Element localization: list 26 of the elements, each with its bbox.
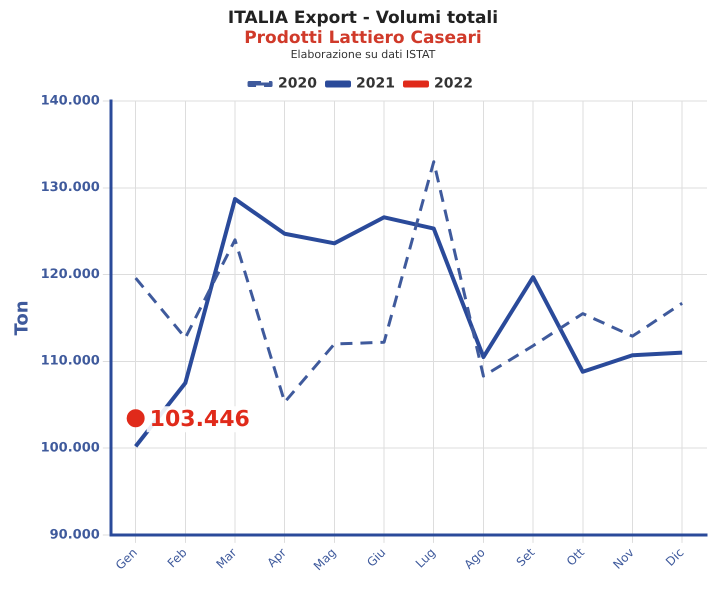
x-tick-label: Feb [164,545,190,570]
legend-label: 2022 [434,76,473,92]
x-tick-label: Gen [112,545,140,573]
y-tick-label: 130.000 [40,180,100,196]
y-tick-label: 140.000 [40,93,100,108]
y-tick-label: 90.000 [50,527,100,542]
x-tick-label: Dic [663,545,686,569]
legend-label: 2021 [356,76,395,92]
y-axis-title: Ton [11,300,32,336]
chart-subtitle: Prodotti Lattiero Caseari [243,28,483,48]
line-series [134,160,684,404]
x-tick-label: Set [514,545,538,570]
legend-label: 2020 [278,76,318,92]
y-tick-label: 120.000 [40,266,100,282]
y-tick-label: 110.000 [40,354,100,369]
x-tick-label: Nov [610,545,637,572]
x-tick-label: Apr [264,545,290,570]
text: Elaborazione su dati ISTAT [290,48,436,61]
x-tick-label: Giu [364,545,388,570]
x-tick-label: Mar [213,545,240,572]
x-tick-label: Ott [564,545,588,569]
chart-title: ITALIA Export - Volumi totali [226,8,500,28]
data-label: 103.446 [150,406,250,432]
y-tick-label: 100.000 [40,440,100,456]
x-tick-label: Lug [412,545,438,571]
x-tick-label: Ago [461,545,488,572]
